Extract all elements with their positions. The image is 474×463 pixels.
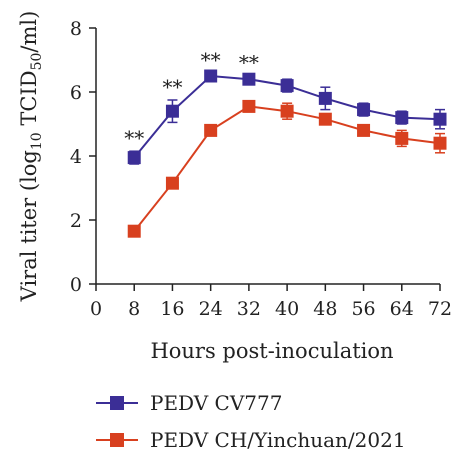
x-tick-label: 0 [90, 298, 102, 320]
data-point [165, 176, 179, 190]
legend-label-yinchuan: PEDV CH/Yinchuan/2021 [150, 428, 406, 452]
significance-marker: ** [239, 50, 259, 74]
data-point [204, 123, 218, 137]
data-point [433, 136, 447, 150]
significance-marker: ** [201, 48, 221, 72]
y-tick-label: 2 [70, 210, 82, 232]
series-layer [127, 69, 447, 238]
series-0 [127, 69, 447, 165]
y-axis-title-part-3: /ml) [17, 11, 41, 53]
legend-label-cv777: PEDV CV777 [150, 391, 282, 415]
legend-item-yinchuan: PEDV CH/Yinchuan/2021 [96, 428, 406, 452]
y-tick-label: 0 [70, 274, 82, 296]
data-point [242, 99, 256, 113]
x-tick-label: 24 [199, 298, 223, 320]
legend: PEDV CV777 PEDV CH/Yinchuan/2021 [96, 391, 406, 452]
data-point [204, 69, 218, 83]
data-point [242, 72, 256, 86]
x-tick-label: 32 [237, 298, 261, 320]
series-line [133, 105, 441, 232]
x-tick-label: 40 [275, 298, 299, 320]
x-tick-label: 56 [351, 298, 375, 320]
x-tick-label: 48 [313, 298, 337, 320]
data-point [318, 112, 332, 126]
data-point [127, 151, 141, 165]
x-tick-label: 72 [428, 298, 452, 320]
legend-item-cv777: PEDV CV777 [96, 391, 282, 415]
data-point [280, 79, 294, 93]
data-point [395, 111, 409, 125]
x-axis-title: Hours post-inoculation [150, 339, 393, 363]
data-point [433, 112, 447, 126]
x-tick-label: 16 [160, 298, 184, 320]
y-axis-title-part-1: Viral titer (log [17, 150, 41, 302]
data-point [280, 104, 294, 118]
y-tick-label: 4 [70, 146, 82, 168]
y-axis-title-subscript-2: 50 [29, 53, 45, 71]
data-point [318, 91, 332, 105]
y-axis-title-subscript-1: 10 [29, 132, 45, 150]
data-point [127, 224, 141, 238]
y-axis-title: Viral titer (log10 TCID50/ml) [17, 11, 45, 303]
legend-marker-cv777 [110, 396, 124, 410]
significance-marker: ** [124, 126, 144, 150]
data-point [357, 103, 371, 117]
significance-marker: ** [162, 75, 182, 99]
annotation-layer: ** ** ** ** [124, 48, 259, 150]
data-point [165, 104, 179, 118]
x-tick-label: 8 [128, 298, 140, 320]
legend-marker-yinchuan [110, 433, 124, 447]
data-point [357, 123, 371, 137]
data-point [395, 131, 409, 145]
y-tick-label: 6 [70, 82, 82, 104]
y-tick-label: 8 [70, 18, 82, 40]
series-1 [127, 99, 447, 238]
x-tick-label: 64 [390, 298, 414, 320]
y-axis-title-part-2: TCID [17, 70, 41, 132]
